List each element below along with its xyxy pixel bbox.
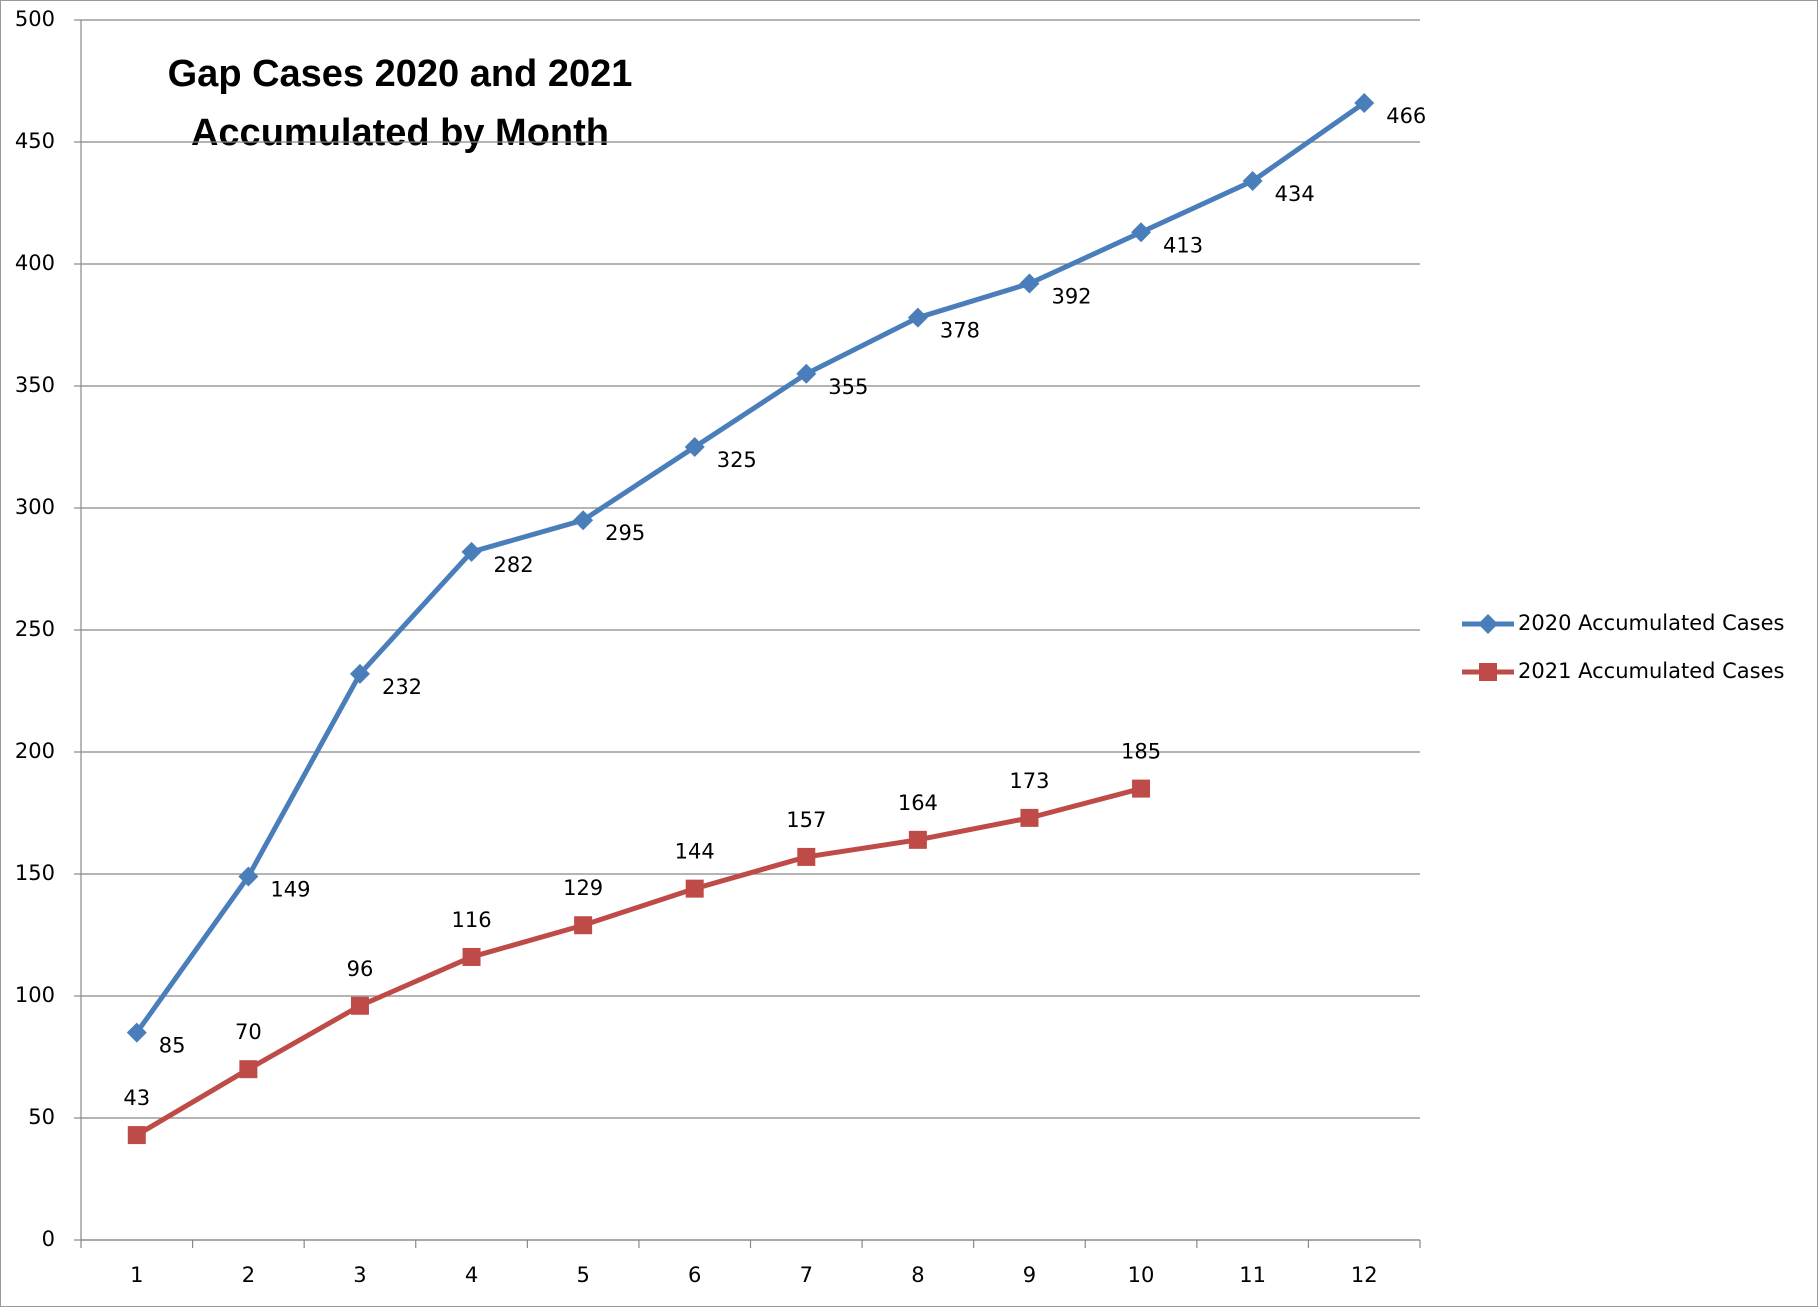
x-tick-label: 12: [1351, 1263, 1378, 1287]
x-tick-label: 7: [800, 1263, 813, 1287]
data-point: [685, 879, 704, 898]
data-label: 85: [159, 1034, 186, 1058]
data-label: 378: [940, 319, 980, 343]
data-label: 325: [717, 448, 757, 472]
x-tick-label: 8: [911, 1263, 924, 1287]
y-tick-label: 50: [28, 1105, 55, 1129]
data-point: [573, 510, 594, 531]
legend-marker: [1479, 663, 1497, 681]
data-point: [1131, 222, 1152, 243]
data-label: 295: [605, 521, 645, 545]
data-point: [796, 363, 817, 384]
y-tick-label: 150: [15, 861, 55, 885]
data-point: [574, 916, 593, 935]
y-tick-label: 500: [15, 7, 55, 31]
data-point: [350, 996, 369, 1015]
data-point: [239, 1060, 258, 1079]
data-label: 164: [898, 791, 938, 815]
data-label: 434: [1275, 182, 1315, 206]
data-point: [1020, 808, 1039, 827]
legend-label: 2020 Accumulated Cases: [1518, 611, 1784, 635]
y-tick-label: 350: [15, 373, 55, 397]
data-point: [1242, 171, 1263, 192]
x-tick-label: 11: [1239, 1263, 1266, 1287]
x-tick-label: 5: [576, 1263, 589, 1287]
data-point: [238, 866, 259, 887]
y-tick-label: 400: [15, 251, 55, 275]
data-label: 96: [347, 957, 374, 981]
chart-title: Accumulated by Month: [191, 112, 609, 154]
data-label: 466: [1386, 104, 1426, 128]
data-point: [127, 1126, 146, 1145]
data-label: 43: [123, 1086, 150, 1110]
data-label: 355: [828, 375, 868, 399]
x-tick-label: 4: [465, 1263, 478, 1287]
data-label: 232: [382, 675, 422, 699]
data-point: [126, 1022, 147, 1043]
data-label: 185: [1121, 740, 1161, 764]
y-tick-label: 250: [15, 617, 55, 641]
x-tick-label: 6: [688, 1263, 701, 1287]
data-point: [797, 847, 816, 866]
legend-label: 2021 Accumulated Cases: [1518, 659, 1784, 683]
series-line: [135, 786, 1142, 1138]
data-label: 149: [270, 877, 310, 901]
data-point: [684, 437, 705, 457]
data-label: 144: [675, 840, 715, 864]
data-label: 282: [494, 553, 534, 577]
y-tick-label: 200: [15, 739, 55, 763]
data-label: 392: [1051, 285, 1091, 309]
data-label: 173: [1009, 769, 1049, 793]
series-line: [134, 100, 1366, 1035]
chart-title: Gap Cases 2020 and 2021: [168, 53, 633, 95]
data-label: 70: [235, 1020, 262, 1044]
data-point: [461, 541, 482, 562]
data-label: 129: [563, 876, 603, 900]
legend-marker: [1478, 614, 1498, 634]
y-tick-label: 450: [15, 129, 55, 153]
data-label: 157: [786, 808, 826, 832]
x-tick-label: 2: [242, 1263, 255, 1287]
x-tick-label: 3: [353, 1263, 366, 1287]
data-point: [1132, 779, 1151, 798]
data-point: [1019, 273, 1040, 294]
data-point: [462, 947, 481, 966]
data-label: 413: [1163, 233, 1203, 257]
x-tick-label: 1: [130, 1263, 143, 1287]
data-point: [1354, 92, 1375, 113]
data-point: [908, 830, 927, 849]
y-tick-label: 100: [15, 983, 55, 1007]
data-point: [349, 663, 370, 684]
y-tick-label: 0: [42, 1227, 55, 1251]
y-tick-label: 300: [15, 495, 55, 519]
x-tick-label: 9: [1023, 1263, 1036, 1287]
data-point: [907, 307, 928, 328]
data-label: 116: [451, 908, 491, 932]
x-tick-label: 10: [1128, 1263, 1155, 1287]
